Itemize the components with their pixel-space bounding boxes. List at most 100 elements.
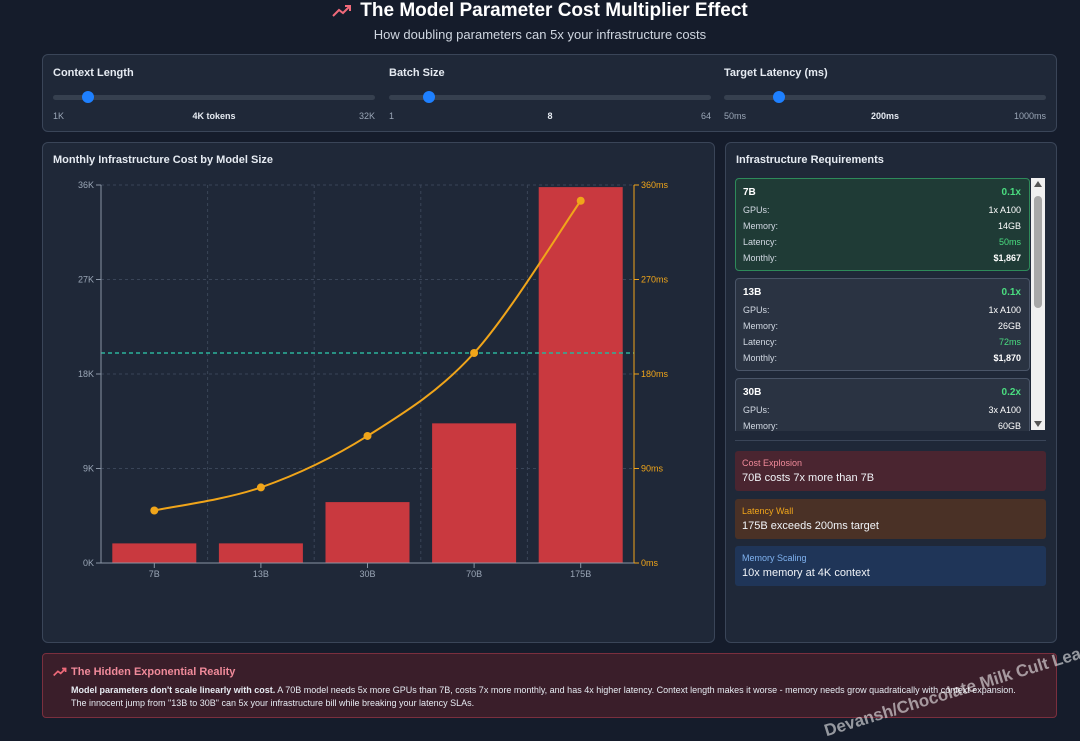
slider-value: 8 (547, 111, 553, 121)
bar-30B (325, 502, 410, 563)
card-latency-value: 50ms (998, 237, 1021, 247)
card-memory-label: Memory: (743, 221, 779, 231)
scrollbar-thumb[interactable] (1034, 196, 1042, 308)
x-tick-label: 175B (570, 569, 591, 579)
slider-min: 50ms (724, 111, 747, 121)
slider-label: Batch Size (389, 67, 445, 79)
alert-title: Memory Scaling (742, 553, 807, 563)
latency-point-7B (150, 506, 159, 515)
trending-up-icon (53, 667, 67, 677)
page-header: The Model Parameter Cost Multiplier Effe… (0, 0, 1080, 22)
card-memory-value: 26GB (997, 321, 1021, 331)
card-latency-label: Latency: (743, 237, 778, 247)
requirements-scrollbar[interactable] (1031, 178, 1045, 430)
cost-chart: 0K 9K 18K 27K 36K 0ms 90ms 180ms 270ms 360ms 7B 13B… (78, 180, 669, 579)
y-right-tick-label: 180ms (641, 369, 669, 379)
insight-body: A 70B model needs 5x more GPUs than 7B, … (71, 685, 1016, 708)
card-gpus-value: 3x A100 (988, 405, 1021, 415)
bar-13B (218, 543, 303, 563)
y-right-tick-label: 270ms (641, 275, 669, 285)
slider-max: 1000ms (1013, 111, 1046, 121)
card-monthly-value: $1,870 (993, 353, 1021, 363)
scroll-down-icon[interactable] (1034, 421, 1042, 427)
card-gpus-label: GPUs: (743, 205, 770, 215)
divider (735, 440, 1046, 441)
slider-min: 1K (53, 111, 65, 121)
card-multiplier: 0.1x (1001, 187, 1021, 198)
y-left-tick-label: 27K (78, 275, 94, 285)
bar-7B (112, 543, 197, 563)
card-model: 7B (743, 187, 756, 198)
slider-track[interactable] (53, 95, 375, 100)
x-tick-label: 70B (466, 569, 482, 579)
slider-track[interactable] (724, 95, 1046, 100)
card-latency-label: Latency: (743, 337, 778, 347)
card-gpus-value: 1x A100 (988, 305, 1021, 315)
card-memory-value: 60GB (997, 421, 1021, 431)
slider-track[interactable] (389, 95, 711, 100)
latency-point-30B (363, 431, 372, 440)
card-monthly-label: Monthly: (743, 253, 778, 263)
insight-panel: The Hidden Exponential Reality Model par… (42, 653, 1057, 718)
requirements-panel: Infrastructure Requirements 7B 0.1x GPUs:… (725, 142, 1057, 643)
card-gpus-label: GPUs: (743, 305, 770, 315)
slider-max: 64 (700, 111, 711, 121)
slider-thumb[interactable] (82, 91, 94, 103)
slider-min: 1 (389, 111, 395, 121)
card-model: 30B (743, 387, 762, 398)
trending-up-icon (332, 5, 352, 17)
requirements-title: Infrastructure Requirements (736, 154, 884, 166)
slider-label: Context Length (53, 67, 134, 79)
scroll-up-icon[interactable] (1034, 181, 1042, 187)
insight-title: The Hidden Exponential Reality (71, 666, 236, 678)
slider-thumb[interactable] (773, 91, 785, 103)
card-multiplier: 0.1x (1001, 287, 1021, 298)
card-multiplier: 0.2x (1001, 387, 1021, 398)
alert-card: Latency Wall 175B exceeds 200ms target (735, 499, 1046, 539)
insight-lead: Model parameters don't scale linearly wi… (71, 685, 276, 695)
y-right-tick-label: 360ms (641, 180, 669, 190)
slider-value: 200ms (870, 111, 900, 121)
bar-175B (538, 187, 623, 563)
alert-body: 175B exceeds 200ms target (742, 520, 879, 532)
y-left-tick-label: 0K (83, 558, 94, 568)
latency-line (154, 200, 582, 512)
card-monthly-value: $1,867 (993, 253, 1021, 263)
card-memory-value: 14GB (997, 221, 1021, 231)
slider-thumb[interactable] (423, 91, 435, 103)
bar-70B (432, 423, 517, 563)
card-latency-value: 72ms (998, 337, 1021, 347)
x-tick-label: 7B (149, 569, 160, 579)
alert-body: 70B costs 7x more than 7B (742, 472, 875, 484)
card-memory-label: Memory: (743, 421, 779, 431)
card-monthly-label: Monthly: (743, 353, 778, 363)
page-title: The Model Parameter Cost Multiplier Effe… (360, 0, 748, 21)
alert-body: 10x memory at 4K context (742, 567, 870, 579)
slider-value: 4K tokens (192, 111, 236, 121)
x-tick-label: 30B (359, 569, 375, 579)
card-gpus-value: 1x A100 (988, 205, 1021, 215)
controls-panel: Context Length 1K 4K tokens 32K Batch Siz… (42, 54, 1057, 132)
insight-text: Model parameters don't scale linearly wi… (71, 684, 1031, 710)
alert-title: Cost Explosion (742, 458, 803, 468)
requirements-list[interactable]: 7B 0.1x GPUs: 1x A100 Memory: 14GB Latency:… (726, 176, 1056, 431)
card-gpus-label: GPUs: (743, 405, 770, 415)
alert-card: Memory Scaling 10x memory at 4K context (735, 546, 1046, 586)
y-right-tick-label: 0ms (641, 558, 659, 568)
requirement-card[interactable]: 13B 0.1x GPUs: 1x A100 Memory: 26GB Latency… (735, 278, 1030, 371)
slider-label: Target Latency (ms) (724, 67, 828, 79)
latency-point-175B (576, 196, 585, 205)
x-tick-label: 13B (253, 569, 269, 579)
y-left-tick-label: 9K (83, 464, 94, 474)
latency-point-70B (470, 349, 479, 357)
chart-panel: Monthly Infrastructure Cost by Model Siz… (42, 142, 715, 643)
y-left-tick-label: 36K (78, 180, 94, 190)
requirement-card[interactable]: 7B 0.1x GPUs: 1x A100 Memory: 14GB Latency:… (735, 178, 1030, 271)
requirement-card[interactable]: 30B 0.2x GPUs: 3x A100 Memory: 60GB (735, 378, 1030, 431)
card-memory-label: Memory: (743, 321, 779, 331)
slider-max: 32K (358, 111, 375, 121)
alert-card: Cost Explosion 70B costs 7x more than 7B (735, 451, 1046, 491)
y-left-tick-label: 18K (78, 369, 94, 379)
chart-title: Monthly Infrastructure Cost by Model Siz… (53, 154, 274, 166)
y-right-tick-label: 90ms (641, 464, 664, 474)
